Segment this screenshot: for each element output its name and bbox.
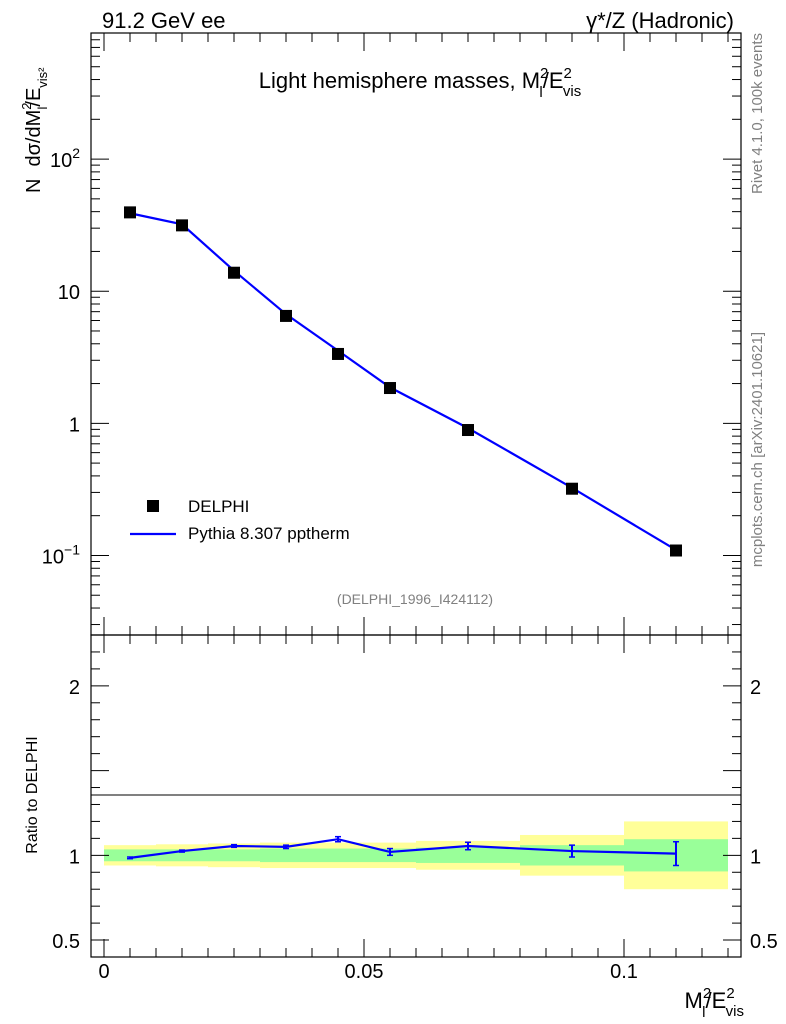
ratio-y-tick-label-right: 1	[750, 846, 761, 868]
data-point-delphi	[124, 206, 136, 219]
ratio-y-tick-label-right: 0.5	[750, 931, 778, 953]
x-tick-label: 0.1	[610, 961, 638, 983]
uncertainty-band-inner	[104, 849, 156, 862]
data-point-delphi	[176, 219, 188, 232]
chart-title: Light hemisphere masses, M2 l/E2 vis	[259, 65, 581, 101]
legend: DELPHI Pythia 8.307 pptherm	[130, 497, 350, 543]
ratio-y-tick-labels: 0.5 0.5 1 1 2 2	[52, 677, 778, 953]
ratio-y-tick-label-left: 2	[69, 677, 80, 699]
legend-label-delphi: DELPHI	[188, 497, 249, 516]
data-point-delphi	[332, 347, 344, 360]
data-point-delphi	[462, 424, 474, 437]
x-tick-labels: 0 0.05 0.1	[98, 961, 637, 983]
header-left: 91.2 GeV ee	[102, 8, 226, 33]
uncertainty-band-inner	[260, 848, 312, 863]
y-tick-label: 10−1	[42, 541, 80, 568]
main-frame	[90, 32, 742, 636]
ratio-y-tick-label-left: 1	[69, 846, 80, 868]
uncertainty-band-inner	[416, 847, 520, 863]
y-tick-label: 1	[69, 414, 80, 436]
ratio-bands	[104, 821, 728, 890]
analysis-id: (DELPHI_1996_I424112)	[337, 591, 493, 607]
data-point-delphi	[566, 482, 578, 495]
ratio-panel: 0.5 0.5 1 1 2 2 0 0.05 0.1 Ratio to DELPHI M2 l/…	[24, 634, 778, 1021]
legend-marker-delphi	[147, 500, 159, 512]
rivet-label: Rivet 4.1.0, 100k events	[749, 33, 766, 194]
ratio-frame	[90, 634, 742, 958]
ratio-ticks	[91, 634, 741, 958]
ratio-y-tick-label-left: 0.5	[52, 931, 80, 953]
data-point-delphi	[280, 309, 292, 322]
data-point-delphi	[670, 544, 682, 557]
y-tick-label: 102	[50, 145, 80, 172]
ratio-y-tick-label-right: 2	[750, 677, 761, 699]
main-panel: 10−1 1 10 102 Light hemisphere masses, M2 l/…	[19, 32, 742, 636]
main-y-axis-label: Ndσ/dM2l/Evis²	[19, 67, 50, 193]
main-y-tick-labels: 10−1 1 10 102	[42, 145, 80, 568]
uncertainty-band-inner	[208, 849, 260, 862]
y-tick-label: 10	[58, 282, 80, 304]
data-point-delphi	[384, 382, 396, 395]
data-point-delphi	[228, 266, 240, 279]
x-axis-label: M2 l/E2 vis	[685, 985, 745, 1021]
x-tick-label: 0.05	[345, 961, 384, 983]
x-tick-label: 0	[98, 961, 109, 983]
legend-label-pythia: Pythia 8.307 pptherm	[188, 524, 350, 543]
uncertainty-band-inner	[312, 848, 364, 863]
main-data-layer	[124, 206, 682, 557]
header-right: γ*/Z (Hadronic)	[586, 8, 734, 33]
ratio-y-axis-label: Ratio to DELPHI	[24, 736, 41, 853]
uncertainty-band-inner	[156, 849, 208, 862]
main-ticks	[91, 32, 741, 635]
mcplots-label: mcplots.cern.ch [arXiv:2401.10621]	[749, 332, 766, 567]
ratio-data-layer	[127, 835, 679, 867]
